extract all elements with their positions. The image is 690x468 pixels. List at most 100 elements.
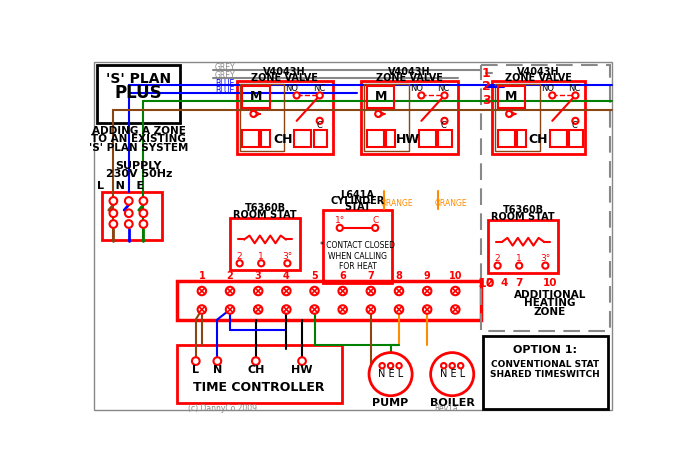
Text: M: M: [505, 90, 518, 103]
Circle shape: [139, 197, 147, 205]
Text: PUMP: PUMP: [373, 398, 408, 408]
Circle shape: [250, 111, 257, 117]
Text: C: C: [372, 216, 378, 225]
Circle shape: [282, 305, 290, 314]
Circle shape: [258, 260, 264, 266]
Circle shape: [254, 305, 262, 314]
Text: 2: 2: [482, 80, 491, 94]
Text: 1: 1: [516, 254, 522, 263]
Bar: [362, 81, 457, 154]
Bar: [366, 130, 384, 147]
Text: HW: HW: [291, 365, 313, 374]
Circle shape: [458, 363, 464, 368]
Text: CH: CH: [273, 133, 293, 146]
Circle shape: [366, 287, 375, 295]
Text: 230V 50Hz: 230V 50Hz: [106, 169, 172, 179]
Bar: [438, 130, 452, 147]
Text: 3: 3: [255, 271, 262, 281]
Circle shape: [388, 363, 393, 368]
Bar: [323, 210, 392, 283]
Text: 7: 7: [368, 271, 374, 281]
Text: SHARED TIMESWITCH: SHARED TIMESWITCH: [491, 370, 600, 379]
Text: 2: 2: [485, 278, 492, 288]
Text: ROOM STAT: ROOM STAT: [491, 212, 555, 222]
Text: NC: NC: [437, 84, 450, 93]
Bar: [230, 218, 299, 270]
Text: 1: 1: [199, 271, 205, 281]
Text: C: C: [572, 121, 578, 130]
Circle shape: [451, 287, 460, 295]
Circle shape: [298, 357, 306, 365]
Circle shape: [252, 357, 259, 365]
Text: Rev1a: Rev1a: [435, 404, 458, 413]
Bar: [237, 81, 333, 154]
Circle shape: [572, 92, 578, 98]
Text: ORANGE: ORANGE: [435, 199, 467, 209]
Text: PLUS: PLUS: [115, 84, 163, 102]
Bar: [386, 130, 395, 147]
Circle shape: [339, 287, 347, 295]
Text: NO: NO: [541, 84, 554, 93]
Bar: [177, 281, 481, 320]
Text: T6360B: T6360B: [502, 205, 544, 215]
Text: NC: NC: [313, 84, 325, 93]
Circle shape: [506, 111, 512, 117]
Text: ZONE: ZONE: [534, 307, 566, 317]
Text: 5: 5: [311, 271, 318, 281]
Circle shape: [293, 92, 299, 98]
Text: N E L: N E L: [440, 369, 465, 379]
Circle shape: [372, 225, 378, 231]
Bar: [569, 130, 583, 147]
Bar: [481, 66, 610, 331]
Circle shape: [213, 357, 221, 365]
Circle shape: [139, 220, 147, 228]
Text: NC: NC: [569, 84, 581, 93]
Circle shape: [125, 197, 132, 205]
Text: 8: 8: [395, 271, 402, 281]
Text: BLUE: BLUE: [215, 79, 235, 88]
Circle shape: [254, 287, 262, 295]
Text: 'S' PLAN: 'S' PLAN: [106, 72, 171, 86]
Circle shape: [396, 363, 402, 368]
Text: HEATING: HEATING: [524, 298, 575, 308]
Text: N E L: N E L: [378, 369, 403, 379]
Bar: [483, 336, 609, 409]
Bar: [97, 66, 180, 123]
Text: T6360B: T6360B: [244, 203, 286, 213]
Circle shape: [125, 209, 132, 217]
Text: SUPPLY: SUPPLY: [115, 161, 162, 171]
Text: 3: 3: [482, 95, 491, 107]
Text: 7: 7: [515, 278, 523, 288]
Bar: [492, 81, 584, 154]
Circle shape: [449, 363, 455, 368]
Text: HW: HW: [395, 133, 420, 146]
Circle shape: [423, 305, 431, 314]
Text: ZONE VALVE: ZONE VALVE: [251, 73, 318, 83]
Text: GREY: GREY: [215, 71, 236, 80]
Circle shape: [284, 260, 290, 266]
Circle shape: [317, 92, 323, 98]
Circle shape: [369, 352, 412, 396]
Bar: [517, 130, 526, 147]
Text: 10: 10: [448, 271, 462, 281]
Circle shape: [516, 263, 522, 269]
Text: 1°: 1°: [335, 216, 345, 225]
Circle shape: [418, 92, 424, 98]
Text: OPTION 1:: OPTION 1:: [513, 345, 578, 355]
Bar: [495, 84, 540, 151]
Text: CH: CH: [529, 133, 548, 146]
Text: C: C: [441, 121, 446, 130]
Text: (c) DannyCo 2009: (c) DannyCo 2009: [188, 404, 257, 413]
Circle shape: [125, 220, 132, 228]
Text: L   N   E: L N E: [97, 181, 144, 190]
Text: 3°: 3°: [282, 252, 293, 261]
Circle shape: [226, 305, 235, 314]
Bar: [366, 86, 395, 108]
Bar: [177, 345, 342, 402]
Text: V4043H: V4043H: [388, 66, 431, 77]
Bar: [242, 86, 270, 108]
Text: ZONE VALVE: ZONE VALVE: [376, 73, 443, 83]
Text: CONVENTIONAL STAT: CONVENTIONAL STAT: [491, 360, 600, 369]
Text: V4043H: V4043H: [264, 66, 306, 77]
Text: V4043H: V4043H: [517, 66, 560, 77]
